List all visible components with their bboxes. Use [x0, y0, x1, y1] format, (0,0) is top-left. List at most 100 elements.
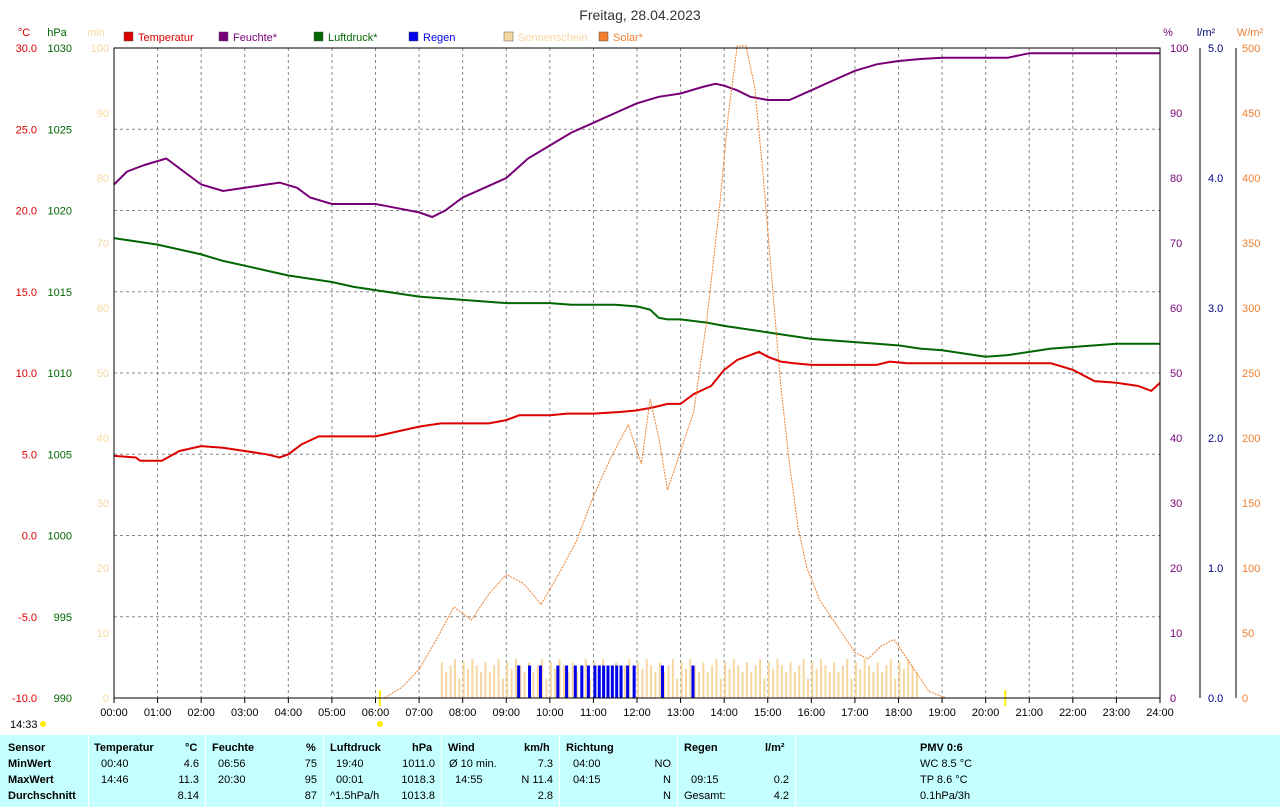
- sunshine-bar: [828, 672, 831, 698]
- solar-tick-label: 300: [1242, 303, 1260, 315]
- x-tick-label: 20:00: [972, 707, 1000, 719]
- rain-bar: [580, 665, 584, 698]
- sunshine-bar: [824, 665, 827, 698]
- max-wind-time: 14:55: [455, 774, 483, 786]
- avg-wind-value: 2.8: [537, 790, 553, 802]
- sunshine-bar: [754, 665, 757, 698]
- avg-rain-label: Gesamt:: [684, 790, 726, 802]
- rain-bars: [517, 665, 695, 698]
- sunshine-bar: [506, 662, 509, 698]
- max-press-value: 1018.3: [401, 774, 435, 786]
- header-temperature: Temperatur: [94, 742, 154, 754]
- x-tick-label: 14:00: [710, 707, 738, 719]
- sunshine-bar: [480, 672, 483, 698]
- sunshine-bar: [658, 662, 661, 698]
- solar-axis-unit: W/m²: [1237, 27, 1264, 39]
- rain-bar: [691, 665, 695, 698]
- rain-bar: [517, 665, 521, 698]
- sunshine-tick-label: 20: [97, 563, 109, 575]
- temperature-tick-label: -10.0: [12, 693, 37, 705]
- solar-tick-label: 400: [1242, 173, 1260, 185]
- temperature-tick-label: 10.0: [16, 368, 37, 380]
- sunshine-bar: [458, 678, 461, 698]
- sunshine-tick-label: 0: [103, 693, 109, 705]
- x-tick-label: 13:00: [667, 707, 695, 719]
- sunshine-bar: [706, 672, 709, 698]
- solar-tick-label: 250: [1242, 368, 1260, 380]
- sunshine-tick-label: 90: [97, 108, 109, 120]
- avg-press-label: ^1.5hPa/h: [330, 790, 380, 802]
- min-dir-value: NO: [654, 758, 672, 770]
- min-wind-label: Ø 10 min.: [449, 758, 497, 770]
- avg-dir-value: N: [663, 790, 671, 802]
- sunshine-bar: [811, 662, 814, 698]
- sunshine-bar: [732, 659, 735, 698]
- sunshine-bar: [623, 665, 626, 698]
- humidity-tick-label: 20: [1170, 563, 1182, 575]
- rain-tick-label: 1.0: [1208, 563, 1223, 575]
- min-press-value: 1011.0: [402, 758, 435, 770]
- sunshine-tick-label: 70: [97, 238, 109, 250]
- x-tick-label: 01:00: [144, 707, 172, 719]
- solar-tick-label: 50: [1242, 628, 1254, 640]
- rain-bar: [606, 665, 610, 698]
- x-tick-label: 23:00: [1103, 707, 1131, 719]
- rain-bar: [602, 665, 606, 698]
- sunshine-bar: [650, 665, 653, 698]
- sunshine-bar: [514, 659, 517, 698]
- x-tick-label: 21:00: [1015, 707, 1043, 719]
- x-tick-label: 18:00: [885, 707, 913, 719]
- avg-extra: 0.1hPa/3h: [920, 790, 971, 802]
- sunshine-bar: [523, 672, 526, 698]
- rain-axis-unit: l/m²: [1197, 27, 1216, 39]
- solar-tick-label: 500: [1242, 43, 1260, 55]
- sunshine-bar: [462, 662, 465, 698]
- sunshine-bar: [841, 665, 844, 698]
- humidity-tick-label: 60: [1170, 303, 1182, 315]
- sunshine-bar: [645, 659, 648, 698]
- legend-entry: Luftdruck*: [328, 32, 378, 44]
- sunshine-bar: [881, 672, 884, 698]
- sunshine-bar: [767, 662, 770, 698]
- sunshine-bar: [889, 659, 892, 698]
- rain-tick-label: 3.0: [1208, 303, 1223, 315]
- header-rain: Regen: [684, 742, 718, 754]
- x-tick-label: 00:00: [100, 707, 128, 719]
- legend-swatch: [123, 31, 134, 42]
- legend-swatch: [503, 31, 514, 42]
- x-tick-label: 12:00: [623, 707, 651, 719]
- max-press-time: 00:01: [336, 774, 364, 786]
- max-hum-value: 95: [304, 774, 317, 786]
- sunshine-bar: [667, 665, 670, 698]
- min-wind-value: 7.3: [537, 758, 553, 770]
- weather-chart: Freitag, 28.04.2023 Temperatur Feuchte* Lu…: [10, 7, 1264, 731]
- max-rain-time: 09:15: [691, 774, 719, 786]
- max-extra: TP 8.6 °C: [920, 774, 968, 786]
- solar-tick-label: 100: [1242, 563, 1260, 575]
- header-temperature-unit: °C: [185, 742, 198, 754]
- row-max-label: MaxWert: [8, 774, 54, 786]
- sunshine-bar: [562, 665, 565, 698]
- humidity-tick-label: 40: [1170, 433, 1182, 445]
- pressure-tick-label: 1025: [48, 124, 72, 136]
- header-wind-unit: km/h: [524, 742, 550, 754]
- sunshine-bar: [488, 672, 491, 698]
- humidity-tick-label: 50: [1170, 368, 1182, 380]
- sunshine-bar: [837, 672, 840, 698]
- solar-tick-label: 200: [1242, 433, 1260, 445]
- legend-entry: Solar*: [613, 32, 644, 44]
- temperature-tick-label: 5.0: [22, 449, 37, 461]
- legend: Temperatur Feuchte* Luftdruck* Regen Sonnens…: [123, 31, 644, 44]
- min-temp-value: 4.6: [183, 758, 199, 770]
- sunshine-bar: [684, 668, 687, 698]
- sunshine-bar: [750, 672, 753, 698]
- time-marker: 14:33: [10, 719, 46, 731]
- sunshine-bar: [536, 665, 539, 698]
- header-sensor: Sensor: [8, 742, 46, 754]
- header-rain-unit: l/m²: [765, 742, 785, 754]
- plot-frame: [113, 47, 1161, 699]
- sunshine-bar: [885, 665, 888, 698]
- sunshine-bar: [872, 672, 875, 698]
- max-wind-value: N 11.4: [521, 774, 553, 786]
- pressure-tick-label: 990: [54, 693, 72, 705]
